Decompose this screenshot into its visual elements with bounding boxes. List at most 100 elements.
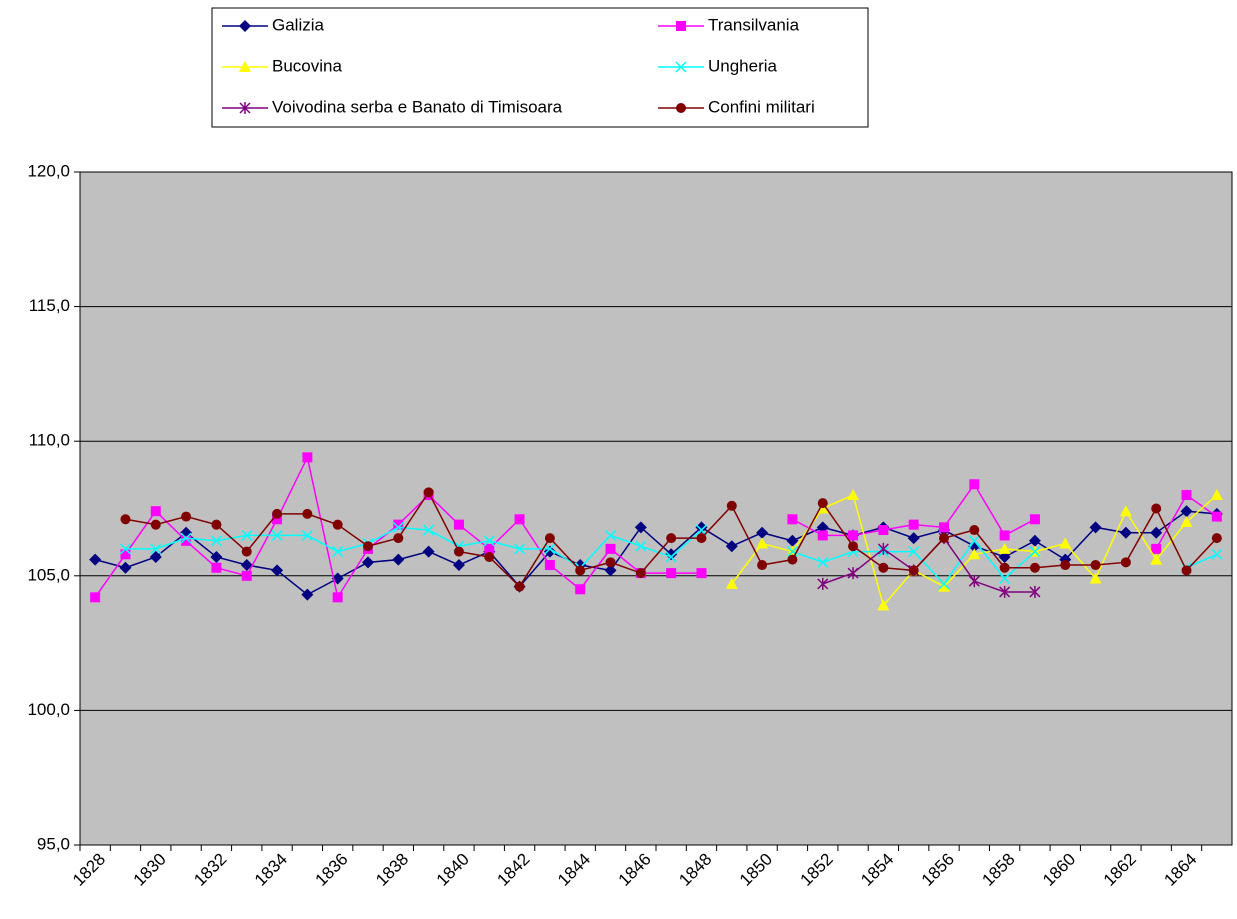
marker (999, 572, 1011, 585)
marker (210, 550, 223, 563)
marker (847, 489, 860, 501)
marker (1119, 505, 1132, 517)
marker (604, 564, 617, 577)
marker-stroke (301, 529, 313, 541)
y-tick-label: 105,0 (27, 565, 70, 584)
marker-stroke (635, 540, 647, 552)
marker (453, 519, 464, 530)
marker (635, 540, 647, 552)
marker (878, 525, 889, 536)
marker-stroke (1029, 546, 1041, 558)
marker (969, 479, 980, 490)
marker (544, 543, 556, 555)
marker (1151, 503, 1162, 514)
marker (211, 519, 222, 530)
legend-label: Transilvania (708, 15, 800, 34)
marker (939, 533, 949, 544)
marker (90, 592, 101, 603)
marker (392, 553, 405, 566)
marker (1211, 511, 1222, 522)
marker (1089, 572, 1102, 584)
marker (332, 546, 344, 558)
marker (605, 543, 616, 554)
marker (1029, 562, 1040, 573)
marker (422, 545, 435, 558)
marker (332, 592, 343, 603)
marker (969, 525, 980, 536)
marker (999, 562, 1010, 573)
series-line (94, 510, 1217, 596)
y-tick-label: 100,0 (27, 700, 70, 719)
marker (239, 102, 251, 114)
marker (119, 543, 132, 555)
marker-stroke (332, 546, 344, 558)
marker (695, 524, 708, 536)
marker-stroke (271, 529, 283, 541)
x-tick-label: 1852 (797, 850, 837, 890)
marker-stroke (180, 532, 192, 544)
marker (816, 521, 829, 534)
marker (1120, 557, 1131, 568)
marker-stroke (675, 61, 687, 73)
marker (301, 529, 313, 541)
x-tick-label: 1844 (554, 850, 594, 890)
marker (604, 529, 617, 541)
marker (848, 530, 859, 541)
legend-box (211, 7, 869, 128)
marker (877, 599, 890, 611)
marker (968, 548, 981, 560)
marker (575, 584, 586, 595)
marker-stroke (817, 556, 829, 568)
marker-stroke (665, 551, 677, 563)
legend-label: Confini militari (708, 97, 815, 116)
marker (452, 559, 465, 572)
marker-stroke (210, 535, 222, 547)
marker (938, 578, 950, 590)
plot-border (79, 171, 1233, 846)
x-tick-label: 1848 (675, 850, 715, 890)
marker (544, 533, 555, 544)
marker (725, 577, 738, 589)
marker (1029, 546, 1041, 558)
marker (1090, 560, 1101, 571)
marker (241, 529, 253, 541)
legend-label: Bucovina (272, 56, 342, 75)
marker (484, 551, 495, 562)
marker (89, 553, 102, 566)
marker (756, 526, 769, 539)
marker (1181, 565, 1192, 576)
x-tick-label: 1832 (190, 850, 230, 890)
marker (1180, 515, 1193, 527)
marker (1150, 553, 1163, 565)
marker-stroke (483, 535, 495, 547)
x-tick-label: 1854 (857, 850, 897, 890)
marker (241, 546, 252, 557)
marker (1210, 489, 1223, 501)
marker (786, 534, 799, 547)
y-tick-label: 115,0 (29, 296, 70, 315)
marker (666, 568, 677, 579)
marker (363, 541, 373, 552)
marker (1181, 490, 1192, 501)
marker (695, 521, 708, 534)
x-tick-label: 1860 (1039, 850, 1079, 890)
marker (271, 564, 284, 577)
x-tick-label: 1862 (1100, 850, 1140, 890)
marker (817, 498, 828, 509)
x-tick-label: 1850 (736, 850, 776, 890)
marker (180, 532, 192, 544)
marker (1028, 534, 1041, 547)
marker (757, 560, 768, 571)
series-line (125, 526, 702, 569)
marker (150, 519, 161, 530)
marker (514, 514, 525, 525)
marker (908, 519, 919, 530)
marker (211, 562, 222, 573)
y-tick-label: 120,0 (27, 161, 70, 180)
marker (301, 588, 314, 601)
x-tick-label: 1864 (1160, 850, 1200, 890)
marker (239, 61, 251, 72)
marker (666, 533, 677, 544)
marker (726, 500, 737, 511)
marker (119, 561, 132, 574)
